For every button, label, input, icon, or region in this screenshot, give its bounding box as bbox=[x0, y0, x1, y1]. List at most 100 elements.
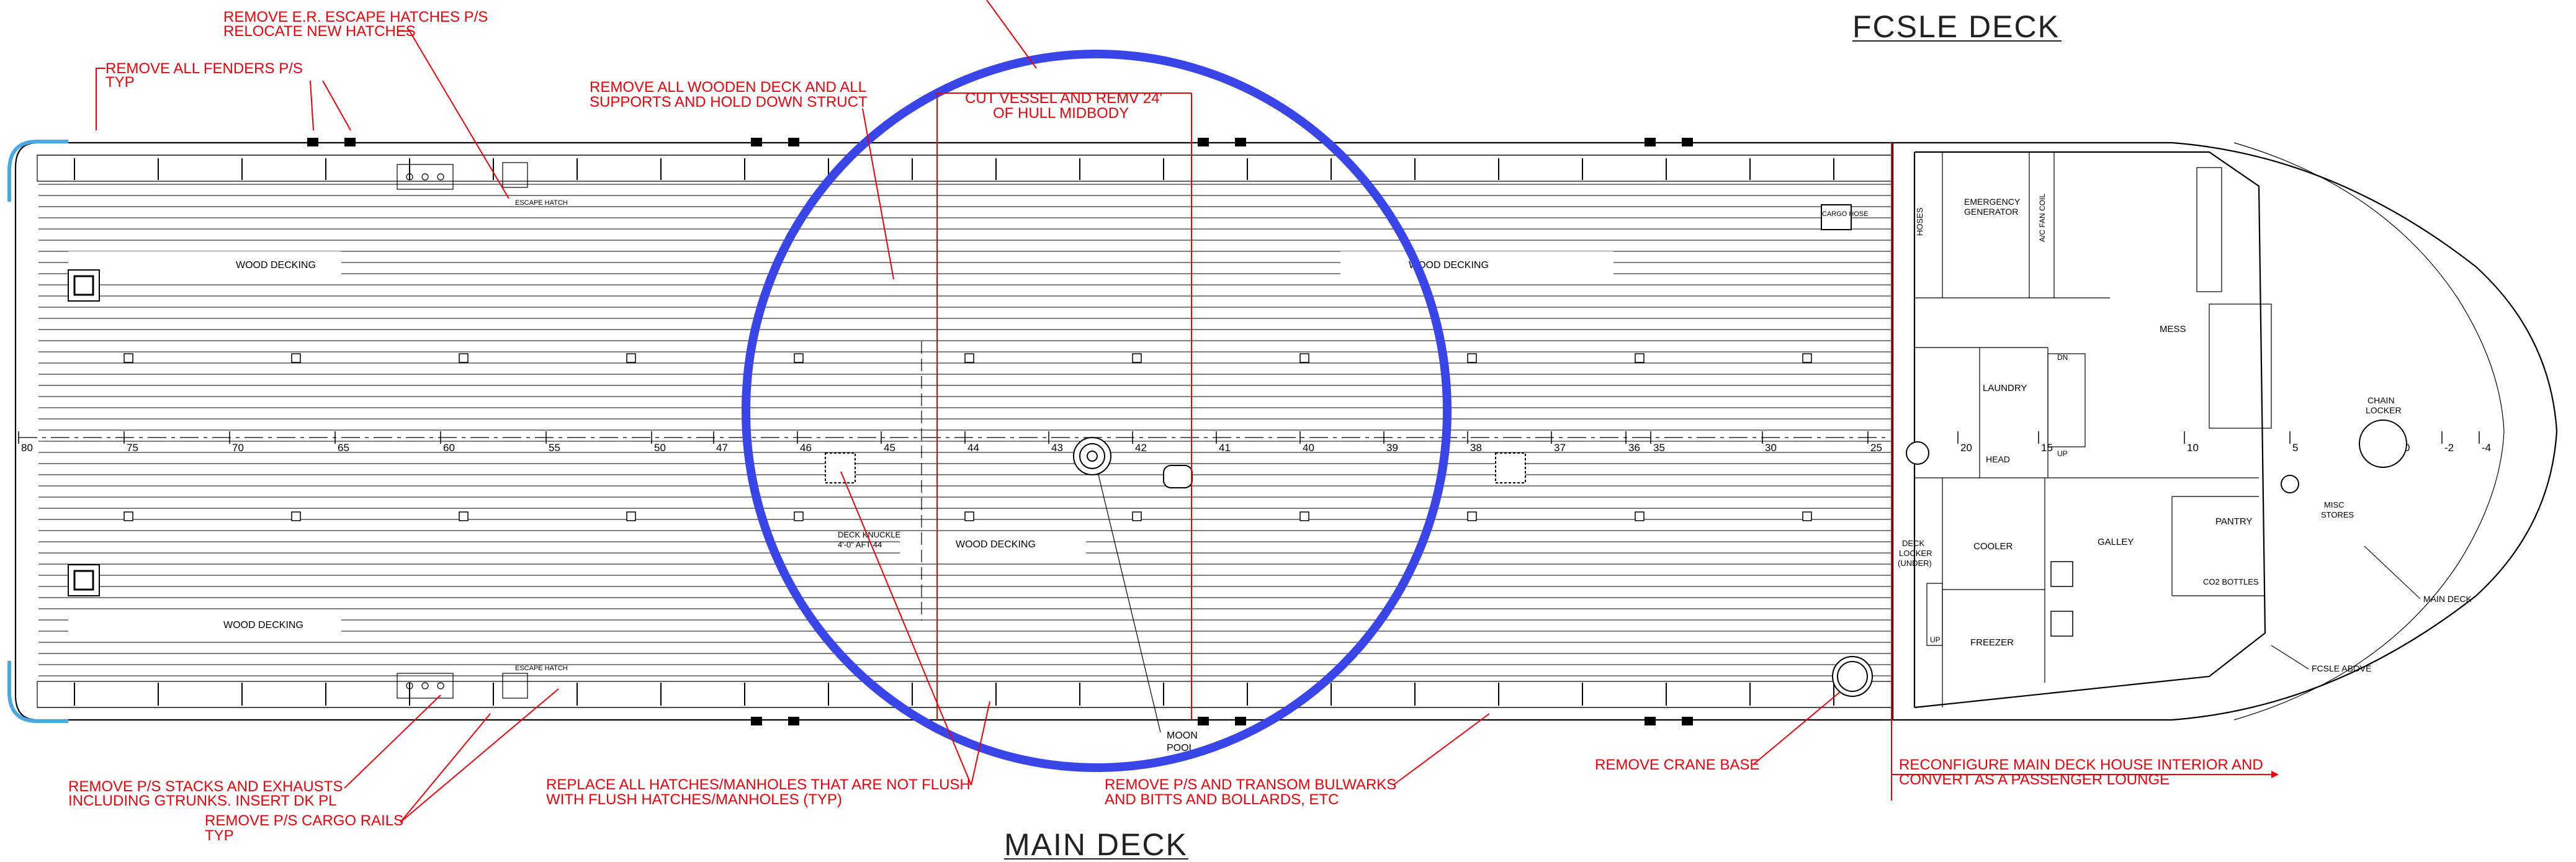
note-remove-wooden-deck-1: REMOVE ALL WOODEN DECK AND ALL bbox=[590, 79, 866, 96]
deck-knuckle-label-2: 4'-0" AFT 44 bbox=[838, 540, 882, 549]
hoses-label: HOSES bbox=[1915, 207, 1924, 236]
note-remove-stacks-2: INCLUDING GTRUNKS. INSERT DK PL bbox=[68, 792, 337, 809]
deck-fitting bbox=[1467, 353, 1477, 363]
chain-locker-label-2: LOCKER bbox=[2366, 405, 2402, 415]
frame-label: 42 bbox=[1135, 442, 1147, 454]
cut-region-circle bbox=[742, 50, 1452, 772]
ac-fan-coil-label: A/C FAN COIL bbox=[2038, 194, 2047, 242]
frame-label: 10 bbox=[2187, 442, 2199, 454]
escape-hatch-bottom-label: ESCAPE HATCH bbox=[515, 665, 568, 672]
note-replace-hatches-2: WITH FLUSH HATCHES/MANHOLES (TYP) bbox=[546, 791, 842, 808]
escape-hatch-top-label: ESCAPE HATCH bbox=[515, 199, 568, 207]
frame-label: 60 bbox=[443, 442, 455, 454]
deck-fitting bbox=[794, 353, 804, 363]
frame-label: 40 bbox=[1303, 442, 1314, 454]
deck-knuckle-label-1: DECK KNUCKLE bbox=[838, 530, 900, 539]
crane-base bbox=[1832, 656, 1873, 697]
chain-locker-label-1: CHAIN bbox=[2367, 395, 2395, 405]
emergency-generator-label-2: GENERATOR bbox=[1964, 207, 2018, 217]
dn-label: DN bbox=[2057, 353, 2068, 362]
mess-label: MESS bbox=[2160, 324, 2186, 334]
deck-fitting bbox=[291, 511, 301, 521]
moon-pool-label-2: POOL bbox=[1167, 743, 1195, 753]
frame-label: 47 bbox=[716, 442, 728, 454]
frame-label: 20 bbox=[1960, 442, 1972, 454]
note-remove-cargo-rails-2: TYP bbox=[205, 827, 234, 844]
frame-label: 39 bbox=[1386, 442, 1398, 454]
deck-fitting bbox=[459, 353, 469, 363]
frame-label: 38 bbox=[1470, 442, 1482, 454]
deck-fitting bbox=[123, 511, 133, 521]
deck-fitting bbox=[626, 353, 636, 363]
bitts bbox=[307, 138, 1693, 725]
red-annotations: REMOVE E.R. ESCAPE HATCHES P/S RELOCATE … bbox=[68, 0, 2279, 844]
note-remove-crane-base: REMOVE CRANE BASE bbox=[1595, 756, 1759, 773]
deck-house-labels: HOSES CARGO HOSE EMERGENCY GENERATOR A/C… bbox=[1822, 194, 2472, 673]
note-remove-escape-hatches-1: REMOVE E.R. ESCAPE HATCHES P/S bbox=[223, 9, 488, 25]
frame-label: 30 bbox=[1765, 442, 1777, 454]
main-deck-title: MAIN DECK bbox=[1004, 827, 1188, 862]
deck-locker-label-3: (UNDER) bbox=[1898, 559, 1932, 568]
frame-label: -2 bbox=[2444, 442, 2454, 454]
frame-label: 46 bbox=[800, 442, 812, 454]
deck-fitting bbox=[626, 511, 636, 521]
frame-label: 45 bbox=[884, 442, 895, 454]
note-replace-hatches-1: REPLACE ALL HATCHES/MANHOLES THAT ARE NO… bbox=[546, 776, 971, 793]
note-reconfigure-1: RECONFIGURE MAIN DECK HOUSE INTERIOR AND bbox=[1899, 756, 2263, 773]
deck-fitting bbox=[1299, 353, 1309, 363]
frame-label: 35 bbox=[1653, 442, 1665, 454]
frame-label: 50 bbox=[654, 442, 666, 454]
centerline-frames: 80 75 70 65 60 55 50 47 46 45 44 43 42 41 40 39 38 37 36 35… bbox=[18, 431, 2491, 454]
deck-fitting bbox=[1467, 511, 1477, 521]
frame-label: 70 bbox=[232, 442, 244, 454]
emergency-generator-label-1: EMERGENCY bbox=[1964, 197, 2021, 207]
deck-fitting bbox=[1132, 353, 1142, 363]
laundry-label: LAUNDRY bbox=[1983, 383, 2027, 393]
deck-fitting bbox=[964, 511, 974, 521]
plank-breaks bbox=[68, 251, 1613, 636]
frame-label: 5 bbox=[2292, 442, 2298, 454]
misc-stores-label-1: MISC bbox=[2324, 500, 2345, 510]
deck-locker-label-1: DECK bbox=[1902, 539, 1924, 548]
note-remove-fenders-2: TYP bbox=[105, 74, 135, 91]
deck-fitting bbox=[123, 353, 133, 363]
frame-label: 37 bbox=[1554, 442, 1566, 454]
pantry-label: PANTRY bbox=[2215, 516, 2252, 527]
up-label-1: UP bbox=[2057, 449, 2068, 458]
frame-label: 44 bbox=[967, 442, 979, 454]
wood-decking-label-4: WOOD DECKING bbox=[956, 539, 1036, 550]
note-remove-fenders-1: REMOVE ALL FENDERS P/S bbox=[105, 60, 303, 77]
cargo-hose-label: CARGO HOSE bbox=[1822, 210, 1869, 218]
wood-decking-label-2: WOOD DECKING bbox=[1409, 260, 1489, 271]
misc-stores-label-2: STORES bbox=[2321, 510, 2354, 519]
note-remove-cargo-rails-1: REMOVE P/S CARGO RAILS bbox=[205, 812, 403, 829]
deck-hatches bbox=[68, 204, 1852, 596]
galley-label: GALLEY bbox=[2098, 537, 2134, 547]
note-remove-bulwarks-1: REMOVE P/S AND TRANSOM BULWARKS bbox=[1105, 776, 1396, 793]
frame-label: 36 bbox=[1628, 442, 1640, 454]
deck-fitting bbox=[1132, 511, 1142, 521]
up-label-2: UP bbox=[1930, 635, 1941, 644]
deck-fitting bbox=[459, 511, 469, 521]
frame-label: 80 bbox=[21, 442, 33, 454]
deck-fitting bbox=[291, 353, 301, 363]
deck-locker-label-2: LOCKER bbox=[1899, 549, 1932, 558]
frame-label: -4 bbox=[2482, 442, 2491, 454]
frame-label: 55 bbox=[549, 442, 560, 454]
note-remove-stacks-1: REMOVE P/S STACKS AND EXHAUSTS bbox=[68, 778, 343, 795]
deck-fitting bbox=[964, 353, 974, 363]
wood-decking-label-1: WOOD DECKING bbox=[236, 260, 316, 271]
deck-fitting bbox=[1635, 511, 1645, 521]
deck-fitting bbox=[794, 511, 804, 521]
fenders bbox=[7, 140, 68, 723]
frame-label: 65 bbox=[338, 442, 349, 454]
note-remove-escape-hatches-2: RELOCATE NEW HATCHES bbox=[223, 23, 416, 40]
freezer-label: FREEZER bbox=[1970, 637, 2014, 648]
frame-label: 25 bbox=[1870, 442, 1882, 454]
cut-lines bbox=[936, 92, 1892, 801]
deck-fitting bbox=[1299, 511, 1309, 521]
deck-fitting bbox=[1635, 353, 1645, 363]
deck-fittings bbox=[74, 158, 1834, 706]
frame-label: 41 bbox=[1219, 442, 1231, 454]
